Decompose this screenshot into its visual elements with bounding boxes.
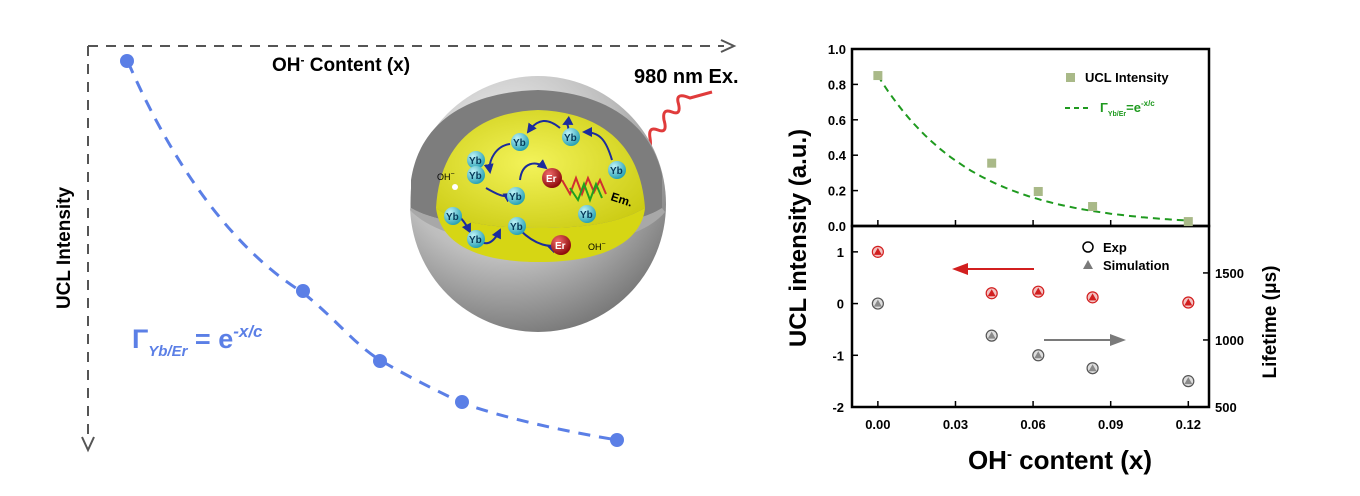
schematic-panel: OH- Content (x) UCL Intensity ΓYb/Er = e… [54,39,739,453]
schematic-x-label: OH- Content (x) [272,53,410,76]
schematic-point [610,433,624,447]
simulation-point-gray [987,331,996,339]
svg-text:Yb: Yb [509,192,522,203]
simulation-point-red [1088,293,1097,301]
bottom-y-tick-label: 0 [837,297,844,312]
emission-label: Em. [609,190,634,210]
schematic-y-label: UCL Intensity [54,187,75,310]
bottom-y2-tick-label: 1000 [1215,333,1244,348]
er-ions: Er Er [542,168,571,255]
chart-panel: 0.0 0.2 0.4 0.6 0.8 1.0 -2 -1 0 1 500 1000 1500 0.… [785,42,1281,475]
ucl-intensity-point [873,71,883,81]
top-y-ticks: 0.0 0.2 0.4 0.6 0.8 1.0 [828,42,858,234]
bottom-y-ticks: -2 -1 0 1 [832,245,858,415]
simulation-point-gray [1034,351,1043,359]
svg-text:Yb: Yb [446,212,459,223]
schematic-point [120,54,134,68]
top-y-tick-label: 0.0 [828,219,846,234]
svg-text:Yb: Yb [580,210,593,221]
x-tick-label: 0.00 [865,417,890,432]
trend-arrow-gray [1044,334,1126,346]
y2-axis-label: Lifetime (μs) [1260,266,1281,379]
yb-ions: Yb Yb Yb Yb Yb Yb Yb Yb Yb Yb [444,128,626,248]
schematic-y-arrowhead [81,436,95,453]
legend-triangle-marker [1083,260,1093,269]
simulation-point-red [987,289,996,297]
top-y-tick-label: 0.6 [828,113,846,128]
x-tick-label: 0.06 [1020,417,1045,432]
trend-arrow-red [952,263,1034,275]
schematic-x-arrowhead [720,39,737,53]
fit-curve [877,75,1189,222]
legend-exp: Exp [1103,240,1127,255]
schematic-equation: ΓYb/Er = e-x/c [132,322,263,360]
svg-text:Yb: Yb [610,166,623,177]
svg-text:Yb: Yb [469,235,482,246]
svg-text:Yb: Yb [510,222,523,233]
simulation-point-red [1184,298,1193,306]
excitation-label: 980 nm Ex. [634,66,739,88]
simulation-point-red [1034,287,1043,295]
svg-text:Yb: Yb [469,156,482,167]
ucl-intensity-point [987,158,997,168]
ucl-intensity-point [1183,217,1193,227]
bottom-y-tick-label: 1 [837,245,844,260]
bottom-y-tick-label: -1 [832,348,844,363]
legend-square-marker [1066,73,1075,82]
bottom-y2-ticks: 500 1000 1500 [1203,266,1244,415]
defect-dot [452,184,458,190]
defect-label-left: OH− [437,171,455,182]
x-axis-label: OH- content (x) [968,445,1152,475]
bottom-legend: Exp Simulation [1082,240,1170,273]
bottom-chart-marks [871,245,1195,388]
emission-wave-green [569,181,603,203]
x-ticks: 0.00 0.03 0.06 0.09 0.12 [865,220,1201,432]
x-tick-label: 0.12 [1176,417,1201,432]
schematic-point [373,354,387,368]
top-y-tick-label: 0.8 [828,77,846,92]
top-y-tick-label: 0.2 [828,184,846,199]
top-legend: UCL Intensity ΓYb/Er=e-x/c [1065,70,1169,118]
y-axis-label: UCL intensity (a.u.) [785,129,812,347]
simulation-point-gray [873,299,882,307]
legend-ucl-intensity: UCL Intensity [1085,70,1169,85]
x-tick-label: 0.03 [943,417,968,432]
simulation-point-red [873,247,882,255]
top-y-tick-label: 0.4 [828,148,847,163]
simulation-point-gray [1184,377,1193,385]
bottom-y2-tick-label: 1500 [1215,266,1244,281]
svg-text:Yb: Yb [469,171,482,182]
bottom-y-tick-label: -2 [832,400,844,415]
legend-simulation: Simulation [1103,258,1170,273]
legend-fit-label: ΓYb/Er=e-x/c [1100,99,1155,118]
svg-text:Er: Er [546,174,557,185]
x-tick-label: 0.09 [1098,417,1123,432]
core-front-face [436,208,645,262]
simulation-point-gray [1088,364,1097,372]
ucl-intensity-point [1088,202,1098,212]
svg-text:Yb: Yb [513,138,526,149]
bottom-plot-frame [850,224,1211,409]
top-y-tick-label: 1.0 [828,42,846,57]
defect-label-right: OH− [588,241,606,252]
top-chart-marks [873,71,1193,227]
schematic-decay-curve [126,61,618,442]
bottom-y2-tick-label: 500 [1215,400,1237,415]
schematic-point [455,395,469,409]
legend-open-circle-marker [1082,241,1094,253]
ucl-intensity-point [1033,186,1043,196]
svg-text:Yb: Yb [564,133,577,144]
schematic-point [296,284,310,298]
svg-text:Er: Er [555,241,566,252]
